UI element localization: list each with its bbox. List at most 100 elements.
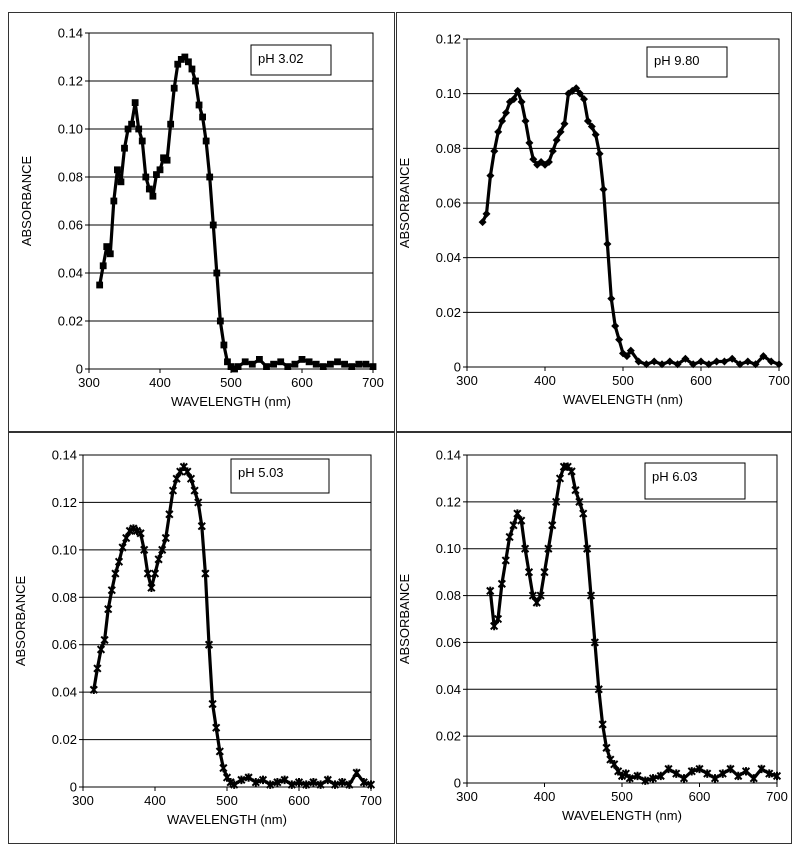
- x-tick-label: 700: [362, 375, 384, 390]
- data-point: [348, 363, 356, 370]
- y-axis-label: ABSORBANCE: [19, 156, 34, 247]
- data-point: [509, 521, 518, 530]
- data-point: [194, 498, 203, 507]
- data-point: [231, 365, 238, 373]
- y-tick-label: 0.04: [436, 682, 461, 697]
- data-point: [482, 209, 491, 218]
- y-tick-label: 0: [76, 362, 83, 377]
- data-point: [345, 780, 354, 789]
- data-point: [359, 778, 368, 787]
- data-point: [560, 119, 569, 128]
- data-point: [656, 771, 665, 781]
- data-point: [114, 557, 124, 566]
- y-tick-label: 0.14: [436, 448, 461, 463]
- data-point: [277, 358, 285, 366]
- data-point: [270, 360, 277, 368]
- data-point: [765, 769, 774, 778]
- data-point: [490, 621, 499, 631]
- data-point: [204, 640, 214, 649]
- data-point: [111, 569, 120, 578]
- x-tick-label: 700: [768, 373, 790, 388]
- data-point: [312, 360, 320, 368]
- data-point: [122, 533, 131, 543]
- absorbance-series-line: [488, 465, 778, 783]
- data-point: [548, 521, 557, 530]
- data-point: [564, 89, 573, 98]
- data-point: [695, 764, 704, 774]
- data-point: [634, 357, 643, 366]
- data-point: [136, 529, 145, 538]
- spectrum-panel-ph-6-03: 0 0.02 0.04 0.06 0.08 0.10 0.12 0.14 300 400 500 60…: [396, 432, 792, 844]
- data-point: [135, 125, 143, 133]
- spectrum-chart-ph-3-02: 0 0.02 0.04 0.06 0.08 0.10 0.12 0.14 300 400 500 60…: [19, 26, 384, 410]
- data-point: [767, 357, 776, 366]
- data-point: [165, 510, 174, 519]
- x-tick-label: 600: [689, 789, 711, 804]
- data-point: [728, 354, 737, 363]
- data-point: [567, 467, 576, 476]
- y-tick-label: 0: [454, 360, 461, 375]
- y-axis-label: ABSORBANCE: [397, 574, 412, 665]
- data-point: [143, 569, 152, 578]
- data-point: [266, 780, 275, 789]
- data-point: [323, 775, 332, 785]
- x-axis-label: WAVELENGTH (nm): [171, 394, 291, 409]
- data-point: [681, 354, 690, 363]
- data-point: [131, 99, 139, 106]
- x-tick-label: 300: [456, 789, 478, 804]
- absorbance-series-line: [481, 86, 780, 366]
- x-tick-label: 600: [291, 375, 313, 390]
- data-point: [524, 567, 534, 577]
- y-tick-label: 0.08: [436, 141, 461, 156]
- data-point: [525, 138, 534, 147]
- data-point: [622, 352, 631, 361]
- data-point: [509, 95, 518, 104]
- data-markers: [478, 84, 783, 369]
- data-point: [528, 591, 537, 600]
- data-point: [197, 521, 206, 531]
- data-point: [590, 638, 599, 647]
- y-axis-label: ABSORBANCE: [13, 576, 28, 667]
- data-point: [521, 117, 530, 125]
- data-point: [548, 147, 557, 156]
- x-tick-label: 600: [690, 373, 712, 388]
- x-axis-label: WAVELENGTH (nm): [562, 808, 682, 823]
- data-point: [224, 358, 231, 366]
- data-point: [486, 586, 495, 596]
- y-tick-label: 0: [454, 776, 461, 791]
- data-point: [642, 360, 651, 369]
- data-point: [104, 604, 113, 614]
- data-point: [611, 322, 620, 330]
- y-tick-label: 0.12: [436, 494, 461, 509]
- absorbance-series-line: [98, 55, 374, 371]
- data-point: [107, 585, 116, 595]
- data-point: [338, 778, 347, 787]
- y-tick-label: 0.12: [436, 32, 461, 47]
- data-point: [505, 532, 514, 542]
- data-point: [544, 158, 553, 166]
- data-point: [319, 363, 327, 370]
- data-point: [227, 363, 235, 370]
- data-point: [188, 65, 196, 73]
- data-point: [633, 771, 642, 781]
- y-tick-label: 0.14: [52, 448, 77, 463]
- spectrum-panel-ph-3-02: 0 0.02 0.04 0.06 0.08 0.10 0.12 0.14 300 400 500 60…: [8, 12, 395, 432]
- data-point: [533, 160, 542, 169]
- data-point: [749, 774, 758, 783]
- data-point: [734, 771, 743, 781]
- y-tick-label: 0.14: [58, 26, 83, 41]
- y-tick-label: 0.04: [52, 685, 77, 700]
- data-point: [580, 95, 588, 104]
- data-point: [672, 769, 681, 778]
- data-point: [594, 685, 603, 694]
- data-point: [93, 664, 102, 673]
- data-point: [544, 544, 553, 553]
- x-tick-label: 400: [534, 789, 556, 804]
- y-tick-label: 0.04: [436, 250, 461, 265]
- data-point: [96, 645, 106, 654]
- plot-frame: [82, 454, 372, 788]
- data-point: [142, 173, 150, 181]
- data-point: [775, 360, 783, 369]
- data-point: [327, 360, 334, 368]
- data-point: [106, 250, 114, 258]
